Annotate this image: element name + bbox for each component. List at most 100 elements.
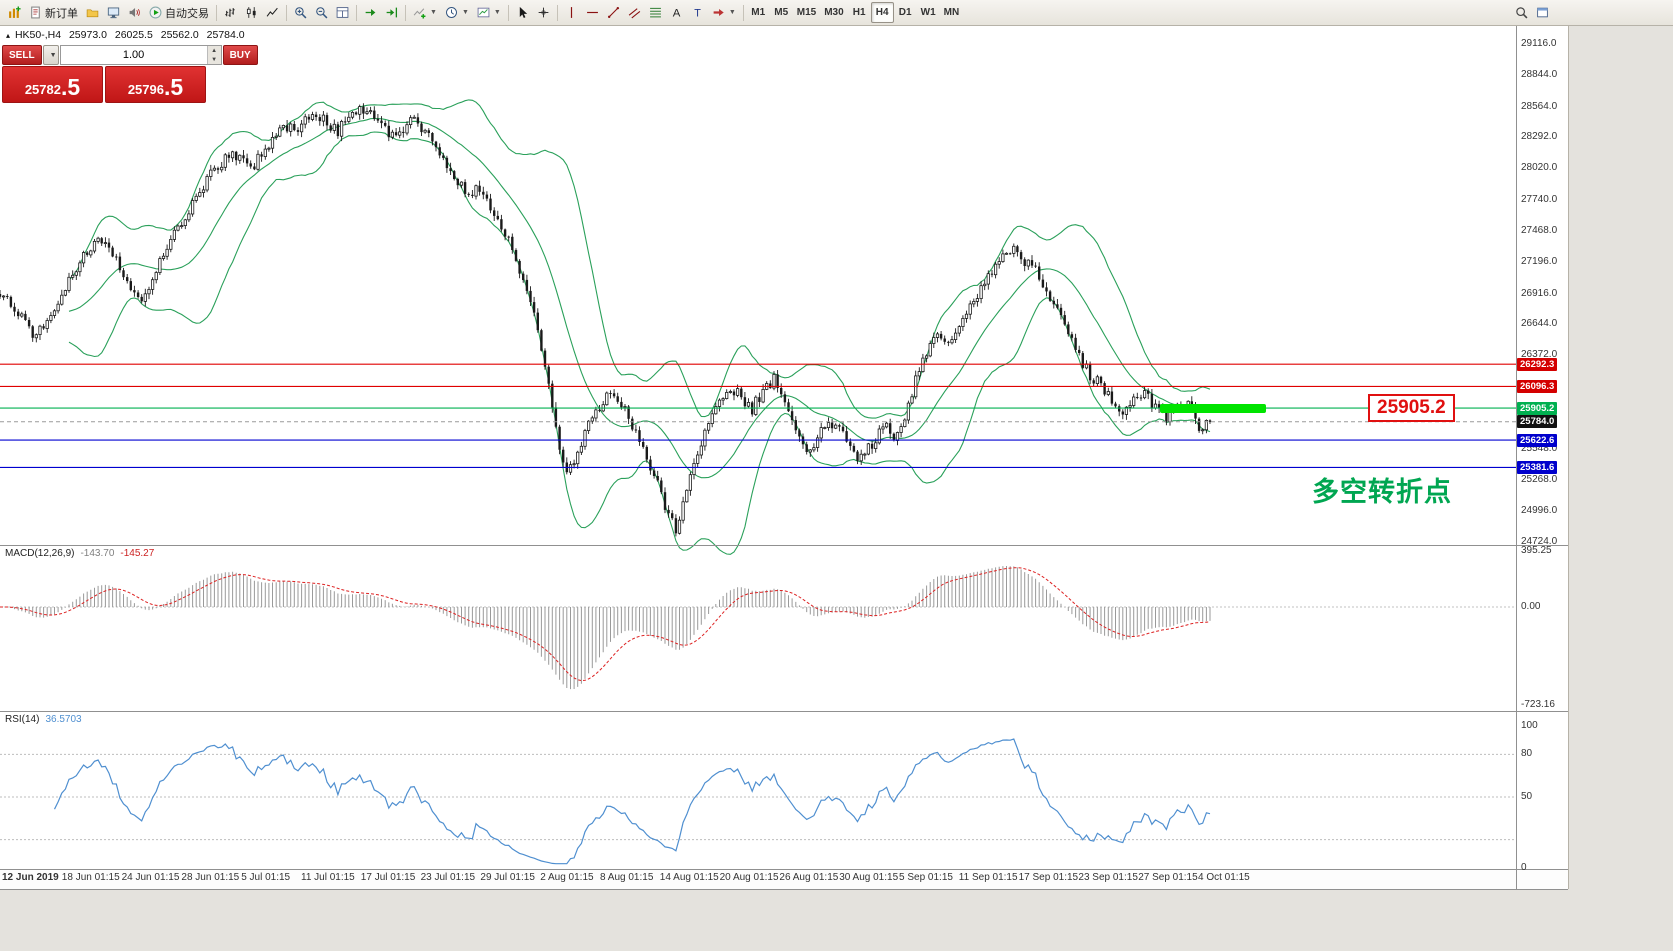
vline-icon [565,6,578,19]
price-tag: 25905.2 [1517,401,1558,415]
template-icon [477,6,490,19]
monitor-icon [107,6,120,19]
volume-up-button[interactable]: ▲ [207,46,221,55]
timeframe-h4-button[interactable]: H4 [870,2,894,23]
cursor-button[interactable] [512,2,533,23]
metaeditor-button[interactable] [103,2,124,23]
label-icon: T [691,6,704,19]
bar-chart-mode-button[interactable] [220,2,241,23]
toolbar-separator [356,4,357,21]
timeframe-w1-button[interactable]: W1 [917,2,940,23]
rsi-name: RSI(14) [5,714,40,725]
timeframe-h1-button[interactable]: H1 [848,2,871,23]
rsi-axis-label: 50 [1521,791,1533,802]
volume-spinner: ▲ ▼ [206,46,221,64]
line-chart-mode-button[interactable] [262,2,283,23]
templates-button[interactable]: ▼ [473,2,505,23]
rsi-axis-label: 80 [1521,748,1533,760]
autotrading-button[interactable]: 自动交易 [145,2,213,23]
price-axis-label: 26916.0 [1521,287,1558,299]
toolbar-separator [286,4,287,21]
price-axis-label: 26372.0 [1521,349,1558,361]
vertical-line-button[interactable] [561,2,582,23]
bar-chart-icon [224,6,237,19]
toolbar-separator [742,4,744,21]
fibonacci-button[interactable] [645,2,666,23]
price-callout-label[interactable]: 25905.2 [1368,394,1455,423]
chart-plus-icon [8,6,21,19]
order-type-dropdown[interactable]: ▼ [42,45,59,65]
search-button[interactable] [1511,2,1532,23]
bearish-candles [0,106,1212,534]
play-icon [149,6,162,19]
volume-input[interactable] [60,46,207,64]
crosshair-button[interactable] [533,2,554,23]
trendline-button[interactable] [603,2,624,23]
timeframe-d1-button[interactable]: D1 [894,2,917,23]
channel-button[interactable] [624,2,645,23]
buy-button[interactable]: BUY [222,45,258,65]
toolbar: 新订单 自动交易 ▼ ▼ ▼ A T ▼ M1 M5 M15 M30 H1 H4 D1 W1 MN [0,0,1673,25]
alerts-button[interactable] [124,2,145,23]
price-tag: 25622.6 [1517,433,1558,447]
auto-scroll-icon [364,6,377,19]
timeframe-m1-button[interactable]: M1 [747,2,770,23]
timeframe-m30-button[interactable]: M30 [820,2,847,23]
time-axis-label: 28 Jun 01:15 [181,872,240,883]
indicators-button[interactable]: ▼ [409,2,441,23]
price-axis-label: 24724.0 [1521,536,1558,547]
horizontal-line-button[interactable] [582,2,603,23]
volume-down-button[interactable]: ▼ [207,55,221,64]
timeframe-m15-button[interactable]: M15 [793,2,820,23]
order-icon [29,6,42,19]
price-axis-label: 24996.0 [1521,505,1558,517]
price-axis-label: 28844.0 [1521,68,1558,80]
ohlc-low: 25562.0 [160,29,199,41]
new-chart-button[interactable] [4,2,25,23]
rsi-indicator-label: RSI(14) 36.5703 [5,714,88,725]
buy-price[interactable]: 25796.5 [105,66,206,103]
new-order-button[interactable]: 新订单 [25,2,82,23]
macd-signal-value: -145.27 [120,548,155,559]
text-button[interactable]: A [666,2,687,23]
rsi-axis-label: 0 [1521,862,1527,873]
timeframe-mn-button[interactable]: MN [940,2,964,23]
chinese-annotation-text[interactable]: 多空转折点 [1312,477,1452,507]
time-axis-label: 4 Oct 01:15 [1198,872,1250,883]
svg-text:T: T [694,7,701,19]
arrows-button[interactable]: ▼ [708,2,740,23]
macd-name: MACD(12,26,9) [5,548,75,559]
auto-scroll-button[interactable] [360,2,381,23]
sell-button[interactable]: SELL [2,45,42,65]
time-axis-label: 2 Aug 01:15 [540,872,594,883]
rsi-axis-label: 100 [1521,720,1538,731]
chart-window-button[interactable] [1532,2,1553,23]
text-label-button[interactable]: T [687,2,708,23]
macd-histogram [3,566,1211,690]
level-highlight-bar[interactable] [1160,403,1266,413]
buy-price-pips: .5 [163,74,184,100]
sell-price[interactable]: 25782.5 [2,66,103,103]
time-axis-label: 24 Jun 01:15 [121,872,180,883]
zoom-out-button[interactable] [311,2,332,23]
toolbar-separator [556,4,558,21]
chart-shift-button[interactable] [381,2,402,23]
time-axis-label: 20 Aug 01:15 [719,872,779,883]
candlestick-mode-button[interactable] [241,2,262,23]
ohlc-high: 26025.5 [114,29,153,41]
time-axis-label: 17 Jul 01:15 [360,872,416,883]
tile-windows-button[interactable] [332,2,353,23]
price-axis-label: 28292.0 [1521,131,1558,143]
zoom-in-button[interactable] [290,2,311,23]
timeframe-m5-button[interactable]: M5 [770,2,793,23]
price-tag: 26096.3 [1517,379,1558,393]
window-right-gutter [1569,26,1673,951]
periods-button[interactable]: ▼ [441,2,473,23]
time-axis-label: 23 Jul 01:15 [420,872,476,883]
time-axis-label: 14 Aug 01:15 [659,872,719,883]
trendline-icon [607,6,620,19]
time-axis-label: 11 Jul 01:15 [301,872,355,883]
profiles-button[interactable] [82,2,103,23]
